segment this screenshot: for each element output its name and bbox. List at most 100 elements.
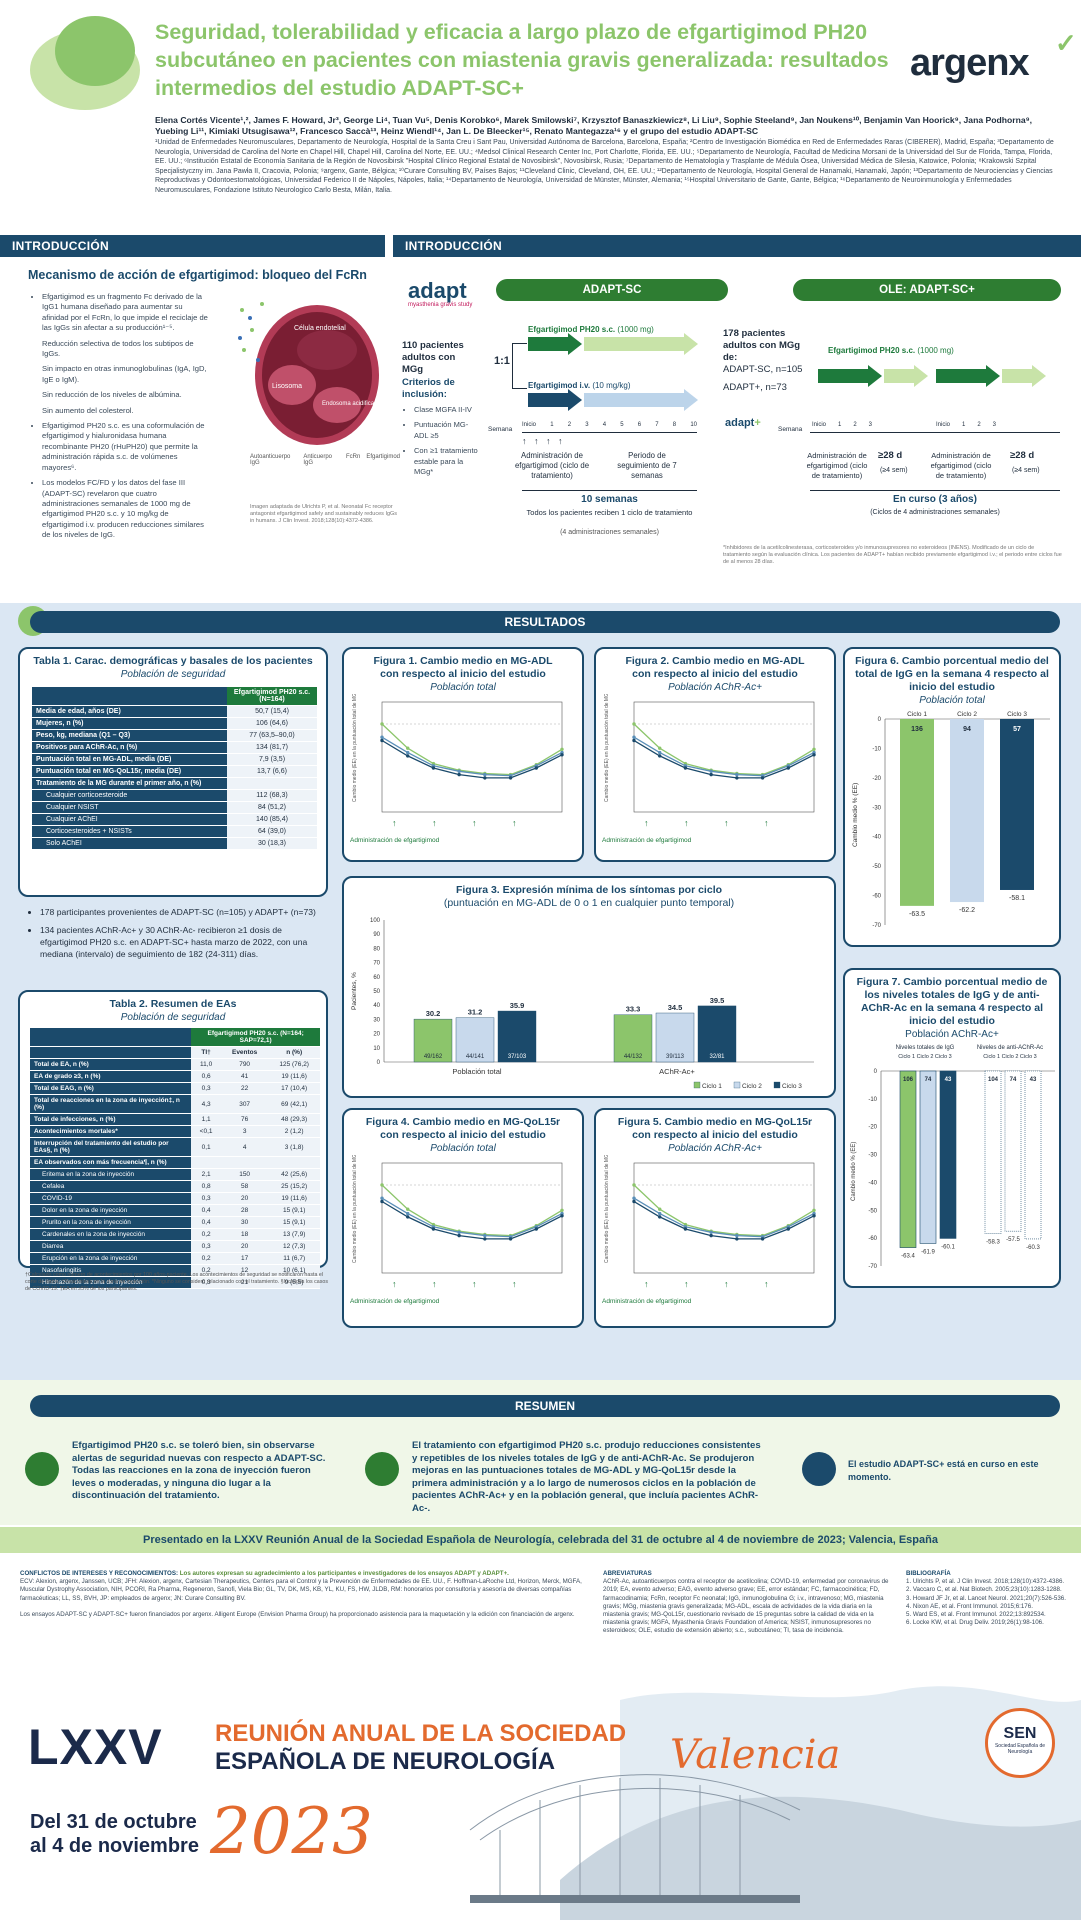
y-tick-label: -50	[868, 1208, 877, 1214]
data-point	[812, 1208, 816, 1212]
data-point	[560, 1214, 564, 1218]
section-header-summary: RESUMEN	[30, 1395, 1060, 1417]
y-tick-label: -70	[872, 923, 881, 929]
y-tick-label: -50	[872, 864, 881, 870]
y-tick-label: 0	[874, 1069, 878, 1075]
table-row: Cardenales en la zona de inyección 0,2 18 1…	[30, 1228, 320, 1241]
data-point	[560, 747, 564, 751]
y-tick-label: 0	[377, 1060, 381, 1066]
data-point	[457, 1230, 461, 1234]
n-label: 43	[945, 1077, 952, 1083]
iv-arm-label: Efgartigimod i.v. (10 mg/kg)	[528, 381, 631, 390]
table2-card: Tabla 2. Resumen de EAs Población de seg…	[18, 990, 328, 1289]
y-tick-label: -30	[872, 805, 881, 811]
n-label: 49/162	[424, 1054, 443, 1060]
fig2-chart: ↑ ↑ ↑ ↑ Administración de efgartigimod Cambio…	[602, 681, 816, 844]
admin-caption: Administración de efgartigimod	[350, 1298, 440, 1305]
ole-admin2: Administración de efgartigimod (ciclo de…	[930, 451, 992, 480]
bar	[655, 1012, 695, 1063]
week-ticks: Inicio 1 2 3 4 5 6 7 8 10	[522, 422, 697, 428]
icon-legend: Autoanticuerpo IgG Anticuerpo IgG FcRn E…	[250, 454, 400, 466]
ole-ongoing: En curso (3 años)	[893, 494, 977, 505]
table-row: Media de edad, años (DE) 50,7 (15,4)	[32, 705, 317, 718]
ole-week-ticks: Inicio 1 2 3	[812, 422, 872, 428]
bar	[950, 719, 984, 903]
bar	[497, 1010, 537, 1063]
data-point	[786, 1227, 790, 1231]
n-label: 104	[988, 1077, 999, 1083]
duration: 10 semanas	[581, 494, 638, 505]
table-row: Total de reacciones en la zona de inyecc…	[30, 1094, 320, 1114]
adapt-logo: adapt myasthenia gravis study	[408, 278, 473, 308]
n-label: 39/113	[666, 1054, 685, 1060]
table-row: Corticoesteroides + NSISTs 64 (39,0)	[32, 825, 317, 838]
y-tick-label: 20	[373, 1032, 380, 1038]
legend-swatch	[773, 1081, 781, 1089]
abbreviations: ABREVIATURAS AChR-Ac, autoanticuerpos con…	[603, 1570, 889, 1635]
bar	[1000, 719, 1034, 890]
references: BIBLIOGRAFÍA 1. Ulrichts P, et al. J Cli…	[906, 1570, 1066, 1627]
n-label: 44/141	[466, 1054, 485, 1060]
summary-safety: Efgartigimod PH20 s.c. se toleró bien, s…	[72, 1440, 326, 1501]
table1-card: Tabla 1. Carac. demográficas y basales d…	[18, 647, 328, 897]
cell-label: Lisosoma	[272, 383, 302, 390]
data-label: -62.2	[959, 907, 975, 914]
admin-caption: Administración de efgartigimod	[350, 837, 440, 844]
fig4-chart: ↑ ↑ ↑ ↑ Administración de efgartigimod Cambio…	[350, 1142, 564, 1305]
admin-marker: ↑	[644, 818, 649, 828]
fig7-card: Figura 7. Cambio porcentual medio de los…	[843, 968, 1061, 1288]
data-point	[483, 772, 487, 777]
table-row: COVID-19 0,3 20 19 (11,6)	[30, 1192, 320, 1205]
y-tick-label: 30	[373, 1017, 380, 1023]
data-label: 33.3	[626, 1005, 641, 1014]
data-point	[658, 1215, 662, 1219]
admin-marker: ↑	[392, 818, 397, 828]
data-point	[709, 772, 713, 777]
data-point	[786, 766, 790, 770]
presented-at: Presentado en la LXXV Reunión Anual de l…	[0, 1527, 1081, 1553]
clipboard-icon	[365, 1452, 399, 1486]
intro-subbullet: Sin impacto en otras inmunoglobulinas (I…	[42, 364, 207, 384]
table-row: Mujeres, n (%) 106 (64,6)	[32, 717, 317, 730]
y-axis-label: Pacientes, %	[351, 972, 358, 1010]
poster-header: Seguridad, tolerabilidad y eficacia a la…	[0, 0, 1081, 222]
fcrn-mechanism-illustration: Célula endotelial Lisosoma Endosoma acid…	[238, 302, 381, 445]
intro-bullet: Efgartigimod es un fragmento Fc derivado…	[42, 292, 210, 334]
table-row: Interrupción del tratamiento del estudio…	[30, 1137, 320, 1157]
criteria-title: Criterios de inclusión:	[402, 377, 455, 400]
admin-marker: ↑	[512, 818, 517, 828]
legend-fcrn: FcRn	[345, 454, 361, 460]
n-label: 74	[1010, 1077, 1017, 1083]
data-point	[534, 1227, 538, 1231]
series-line	[633, 1200, 815, 1240]
admin-marker: ↑	[432, 1279, 437, 1289]
n-label: 57	[1013, 726, 1021, 733]
table-row: Puntuación total en MG-QoL15r, media (DE…	[32, 765, 317, 778]
n-label: 74	[925, 1077, 932, 1083]
poster-title: Seguridad, tolerabilidad y eficacia a la…	[155, 20, 889, 100]
table-row: Erupción en la zona de inyección 0,2 17 11 …	[30, 1252, 320, 1265]
x-category-label: Ciclo 2	[957, 711, 977, 718]
check-shield-icon	[25, 1452, 59, 1486]
table-row: Cefalea 0,8 58 25 (15,2)	[30, 1180, 320, 1193]
x-category-label: Población total	[452, 1067, 502, 1076]
data-point	[431, 1227, 436, 1231]
admin-marker: ↑	[684, 1279, 689, 1289]
data-point	[658, 746, 662, 750]
data-point	[534, 766, 538, 770]
data-label: -60.1	[941, 1244, 955, 1250]
summary-ongoing: El estudio ADAPT-SC+ está en curso en es…	[848, 1459, 1039, 1482]
ole-pill: OLE: ADAPT-SC+	[793, 279, 1061, 301]
y-tick-label: 60	[373, 975, 380, 981]
cycle-icon	[802, 1452, 836, 1486]
data-point	[735, 776, 739, 780]
series-line	[381, 1184, 563, 1237]
affiliations: ¹Unidad de Enfermedades Neuromusculares,…	[155, 139, 1054, 194]
y-tick-label: 10	[373, 1046, 380, 1052]
data-point	[632, 1196, 636, 1200]
series-line	[633, 1197, 815, 1238]
table-row: Eritema en la zona de inyección 2,1 150 42 …	[30, 1168, 320, 1181]
data-label: 39.5	[710, 996, 725, 1005]
table-row: Total de EA, n (%) 11,0 790 125 (76,2)	[30, 1058, 320, 1071]
series-line	[381, 736, 563, 777]
